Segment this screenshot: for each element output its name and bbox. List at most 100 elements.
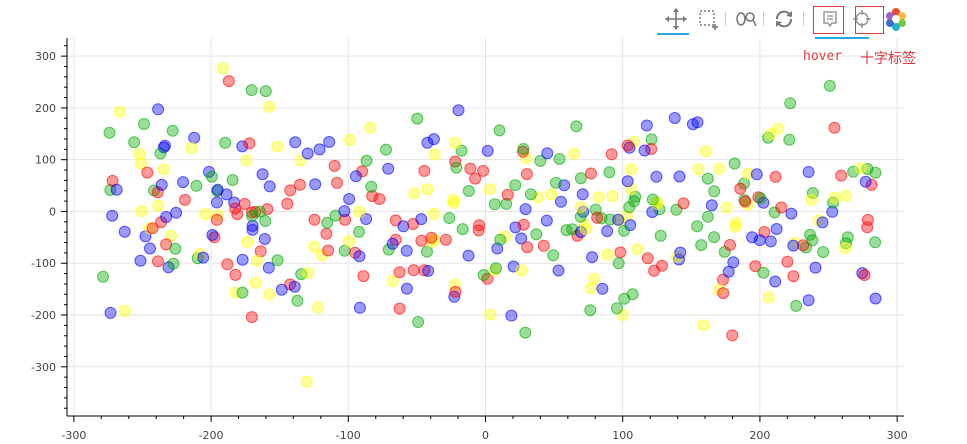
scatter-point bbox=[380, 143, 392, 156]
scatter-point bbox=[601, 225, 614, 238]
scatter-point bbox=[246, 209, 258, 222]
scatter-point bbox=[823, 79, 836, 92]
scatter-point bbox=[221, 258, 234, 271]
scatter-point bbox=[373, 193, 386, 205]
scatter-point bbox=[439, 233, 452, 246]
scatter-point bbox=[519, 326, 532, 339]
scatter-point bbox=[206, 229, 219, 241]
crosshair-tool-icon[interactable] bbox=[849, 6, 875, 32]
scatter-point bbox=[291, 294, 304, 307]
scatter-point bbox=[246, 223, 259, 236]
scatter-point bbox=[422, 264, 435, 277]
axes: -300 -200 -100 0 100 200 300 -300 -200 -100 0 100 20… bbox=[0, 38, 967, 444]
scatter-point bbox=[574, 201, 587, 214]
scatter-point bbox=[170, 206, 183, 219]
scatter-point bbox=[521, 241, 534, 254]
scatter-point bbox=[701, 172, 714, 185]
scatter-point bbox=[288, 280, 301, 293]
scatter-point bbox=[302, 267, 314, 279]
scatter-point bbox=[301, 147, 314, 160]
scatter-point bbox=[624, 182, 637, 195]
scatter-point bbox=[501, 188, 514, 201]
scatter-point bbox=[861, 213, 874, 226]
scatter-point bbox=[742, 167, 754, 180]
pan-tool-icon[interactable] bbox=[663, 6, 689, 32]
x-tick-label: 200 bbox=[749, 429, 770, 442]
scatter-point bbox=[262, 261, 275, 274]
scatter-point bbox=[626, 288, 639, 301]
scatter-point bbox=[382, 162, 395, 175]
scatter-point bbox=[717, 287, 730, 300]
scatter-point bbox=[455, 144, 468, 157]
scatter-point bbox=[309, 178, 322, 191]
y-tick-label: -200 bbox=[31, 309, 56, 322]
scatter-point bbox=[256, 168, 269, 181]
scatter-point bbox=[674, 246, 687, 259]
scatter-point bbox=[656, 259, 668, 272]
bokeh-logo-icon[interactable] bbox=[883, 6, 909, 32]
hover-annotation-label: hover bbox=[803, 49, 843, 64]
scatter-point bbox=[753, 234, 766, 247]
scatter-point bbox=[623, 201, 636, 214]
scatter-point bbox=[469, 172, 482, 185]
scatter-point bbox=[418, 164, 431, 177]
scatter-point bbox=[576, 188, 589, 201]
scatter-point bbox=[540, 214, 553, 227]
scatter-point bbox=[517, 218, 530, 231]
scatter-point bbox=[393, 266, 406, 279]
scatter-point bbox=[263, 288, 276, 301]
scatter-point bbox=[143, 222, 156, 235]
scatter-point bbox=[645, 133, 658, 146]
scatter-point bbox=[259, 215, 272, 227]
scatter-point bbox=[194, 248, 206, 260]
scatter-point bbox=[781, 255, 794, 268]
scatter-point bbox=[146, 222, 159, 235]
scatter-point bbox=[199, 208, 212, 221]
scatter-point bbox=[705, 199, 718, 212]
scatter-point bbox=[159, 139, 171, 152]
scatter-point bbox=[421, 183, 434, 196]
scatter-point bbox=[331, 176, 343, 189]
scatter-point bbox=[212, 209, 225, 222]
scatter-point bbox=[231, 208, 244, 221]
scatter-point bbox=[293, 178, 306, 191]
x-tick-label: 300 bbox=[887, 429, 908, 442]
scatter-point bbox=[493, 124, 506, 137]
scatter-point bbox=[104, 184, 117, 196]
reset-tool-icon[interactable] bbox=[771, 6, 797, 32]
scatter-point bbox=[152, 103, 165, 116]
scatter-point bbox=[338, 205, 351, 218]
scatter-point bbox=[271, 254, 284, 267]
scatter-point bbox=[425, 231, 438, 244]
scatter-point bbox=[826, 205, 839, 218]
scatter-point bbox=[300, 375, 313, 388]
scatter-point bbox=[350, 170, 362, 183]
scatter-point bbox=[588, 272, 601, 285]
scatter-point bbox=[110, 183, 123, 196]
scatter-point bbox=[177, 176, 189, 189]
scatter-point bbox=[481, 144, 494, 157]
scatter-point bbox=[530, 228, 543, 241]
hover-tool-icon[interactable] bbox=[817, 6, 843, 32]
scatter-point bbox=[610, 302, 623, 315]
scatter-point bbox=[713, 162, 726, 175]
scatter-point bbox=[654, 229, 667, 242]
scatter-point bbox=[500, 197, 513, 210]
scatter-point bbox=[797, 239, 810, 252]
scatter-point bbox=[271, 140, 284, 153]
scatter-point bbox=[412, 316, 425, 328]
scatter-point bbox=[400, 244, 413, 257]
scatter-point bbox=[400, 282, 413, 295]
scatter-point bbox=[673, 170, 686, 183]
scatter-point bbox=[353, 205, 366, 218]
scatter-point bbox=[103, 126, 116, 139]
wheel-zoom-tool-icon[interactable] bbox=[733, 6, 759, 32]
scatter-point bbox=[614, 246, 627, 259]
scatter-point bbox=[584, 304, 597, 317]
scatter-point bbox=[625, 163, 638, 176]
scatter-point bbox=[668, 112, 681, 124]
box-zoom-tool-icon[interactable] bbox=[695, 6, 721, 32]
scatter-point bbox=[772, 122, 784, 135]
scatter-point bbox=[746, 231, 759, 244]
